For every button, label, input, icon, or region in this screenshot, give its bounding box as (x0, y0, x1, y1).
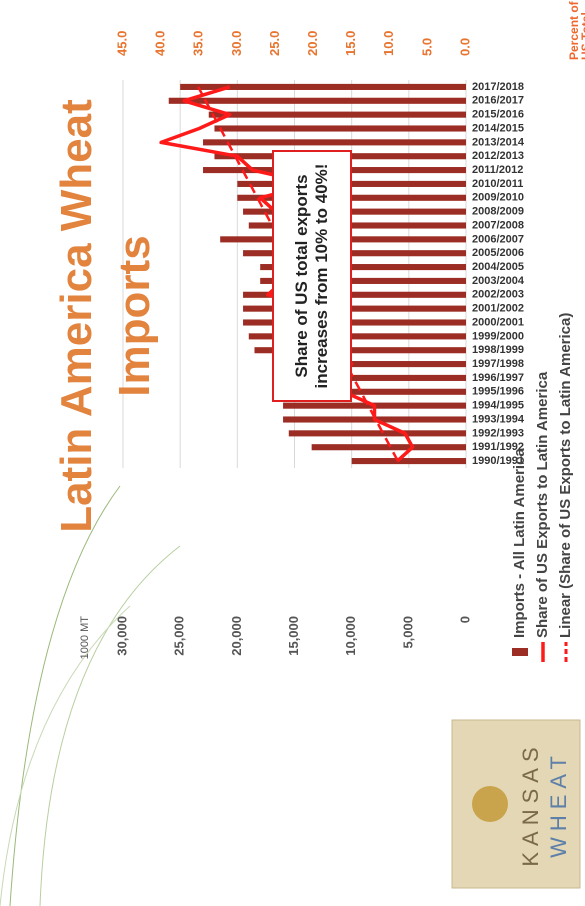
x-tick-label: 2000/2001 (472, 316, 524, 328)
x-tick-label: 1992/1993 (472, 427, 524, 439)
logo-text: WHEAT (546, 750, 571, 858)
x-tick-label: 2010/2011 (472, 178, 523, 190)
x-tick-label: 2004/2005 (472, 261, 524, 273)
x-tick-label: 1996/1997 (472, 372, 524, 384)
bar (311, 444, 466, 451)
x-tick-label: 2009/2010 (472, 192, 524, 204)
x-tick-label: 1990/1991 (472, 455, 524, 467)
bar (214, 125, 466, 132)
y-tick-label: 20,000 (229, 616, 244, 656)
legend-label: Linear (Share of US Exports to Latin Ame… (557, 313, 574, 638)
x-tick-label: 1994/1995 (472, 400, 524, 412)
bar (180, 83, 467, 90)
x-tick-label: 2013/2014 (472, 136, 525, 148)
logo-text: KANSAS (518, 741, 543, 866)
chart-title: Latin America Wheat Imports (52, 99, 159, 533)
annotation: Share of US total exports increases from… (272, 150, 352, 402)
x-tick-label: 2015/2016 (472, 109, 524, 121)
legend-swatch (512, 648, 528, 656)
y2-tick-label: 20.0 (305, 31, 320, 56)
y2-tick-label: 40.0 (153, 31, 168, 56)
bar (203, 139, 467, 146)
x-tick-label: 2008/2009 (472, 206, 524, 218)
y-tick-label: 5,000 (400, 616, 415, 649)
x-tick-label: 2002/2003 (472, 289, 524, 301)
y-tick-label: 30,000 (114, 616, 129, 656)
x-tick-label: 2017/2018 (472, 81, 524, 93)
y2-tick-label: 45.0 (114, 31, 129, 56)
y-tick-label: 25,000 (172, 616, 187, 656)
decor-curve (0, 605, 131, 906)
y-tick-label: 15,000 (286, 616, 301, 656)
y2-tick-label: 0.0 (457, 38, 472, 56)
x-tick-label: 2005/2006 (472, 247, 524, 259)
y2-tick-label: 25.0 (267, 31, 282, 56)
bar (351, 458, 466, 465)
y2-tick-label: 10.0 (381, 31, 396, 56)
decor-curve (9, 485, 121, 906)
bar (168, 97, 466, 104)
x-tick-label: 1995/1996 (472, 386, 524, 398)
logo-emblem (472, 786, 508, 822)
y2-tick-label: 15.0 (343, 31, 358, 56)
x-tick-label: 2007/2008 (472, 219, 524, 231)
y2-tick-label: 5.0 (419, 38, 434, 56)
y2-tick-label: 30.0 (229, 31, 244, 56)
decor-curve (39, 545, 181, 906)
x-tick-label: 1997/1998 (472, 358, 524, 370)
x-tick-label: 1998/1999 (472, 344, 524, 356)
x-tick-label: 2014/2015 (472, 122, 524, 134)
legend-label: Share of US Exports to Latin America (534, 371, 551, 638)
y2-axis-title: Percent of US Total (567, 1, 585, 60)
y-tick-label: 0 (457, 616, 472, 623)
x-tick-label: 2016/2017 (472, 95, 524, 107)
x-tick-label: 2006/2007 (472, 233, 524, 245)
x-tick-label: 2003/2004 (472, 275, 525, 287)
x-tick-label: 2011/2012 (472, 164, 523, 176)
logo: KANSAS WHEAT (451, 719, 581, 889)
x-tick-label: 2012/2013 (472, 150, 524, 162)
logo-box (451, 719, 581, 889)
y2-tick-label: 35.0 (191, 31, 206, 56)
y-axis-title: 1000 MT (79, 616, 91, 660)
x-tick-label: 1993/1994 (472, 413, 525, 425)
bar (208, 111, 466, 118)
x-tick-label: 2001/2002 (472, 303, 524, 315)
x-tick-label: 1991/1992 (472, 441, 524, 453)
y-tick-label: 10,000 (343, 616, 358, 656)
legend-label: Imports - All Latin America (511, 448, 528, 638)
bar (288, 430, 466, 437)
x-tick-label: 1999/2000 (472, 330, 524, 342)
